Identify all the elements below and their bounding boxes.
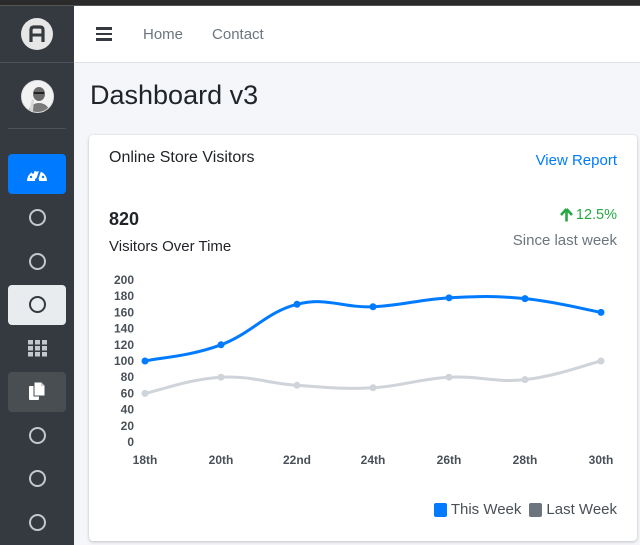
legend-label-last-week: Last Week — [546, 501, 617, 518]
sidebar-item-9[interactable] — [8, 502, 66, 542]
y-tick-label: 40 — [121, 403, 135, 417]
x-tick-label: 26th — [437, 453, 462, 467]
data-point[interactable] — [445, 373, 453, 381]
data-point[interactable] — [521, 376, 529, 384]
grid-icon — [27, 339, 47, 356]
nav-link-contact[interactable]: Contact — [212, 25, 264, 43]
circle-icon — [28, 513, 46, 531]
brand[interactable] — [0, 6, 74, 63]
visitor-total: 820 — [109, 209, 140, 229]
data-point[interactable] — [445, 294, 453, 302]
brand-logo-icon[interactable] — [21, 18, 53, 50]
sidebar-item-7[interactable] — [8, 415, 66, 455]
y-tick-label: 160 — [114, 305, 134, 319]
x-tick-label: 30th — [589, 453, 614, 467]
hamburger-icon[interactable] — [96, 27, 112, 41]
tachometer-icon — [27, 169, 47, 182]
data-point[interactable] — [521, 295, 529, 303]
y-tick-label: 140 — [114, 322, 134, 336]
y-tick-label: 200 — [114, 273, 134, 287]
view-report-link[interactable]: View Report — [535, 152, 617, 169]
circle-icon — [28, 470, 46, 487]
sidebar-item-widgets[interactable] — [8, 328, 66, 368]
sidebar-item-3[interactable] — [8, 241, 66, 281]
y-tick-label: 0 — [127, 435, 134, 449]
data-point[interactable] — [369, 384, 377, 392]
data-point[interactable] — [293, 300, 301, 308]
y-tick-label: 120 — [114, 338, 134, 352]
sidebar-item-2[interactable] — [8, 198, 66, 238]
sidebar-item-dashboard[interactable] — [8, 154, 66, 194]
data-point[interactable] — [217, 373, 225, 381]
x-tick-label: 20th — [209, 453, 234, 467]
card-title: Online Store Visitors — [109, 149, 255, 166]
sidebar-item-8[interactable] — [8, 459, 66, 499]
data-point[interactable] — [597, 308, 605, 316]
change-percent: 12.5% — [559, 207, 617, 223]
legend-this-week[interactable]: This Week — [433, 501, 522, 518]
data-point[interactable] — [141, 389, 149, 397]
visitor-total-label: Visitors Over Time — [109, 238, 232, 255]
sidebar-nav — [8, 154, 66, 545]
data-point[interactable] — [597, 357, 605, 365]
copy-icon — [28, 382, 45, 400]
sidebar-item-pages[interactable] — [8, 371, 66, 412]
data-point[interactable] — [141, 357, 149, 365]
nav-link-home[interactable]: Home — [143, 25, 184, 43]
x-tick-label: 22nd — [283, 453, 311, 467]
data-point[interactable] — [217, 341, 225, 349]
legend-swatch-this-week — [433, 502, 447, 517]
change-value: 12.5% — [575, 207, 617, 223]
data-point[interactable] — [293, 381, 301, 389]
data-point[interactable] — [369, 303, 377, 311]
circle-icon — [28, 426, 46, 444]
x-tick-label: 24th — [361, 453, 386, 467]
sidebar-item-4[interactable] — [8, 284, 66, 325]
avatar[interactable] — [20, 79, 54, 113]
chart-legend: This Week Last Week — [433, 501, 617, 518]
y-tick-label: 100 — [114, 354, 134, 368]
window-top-edge — [0, 0, 640, 6]
y-tick-label: 180 — [114, 289, 134, 303]
sidebar — [0, 6, 74, 545]
circle-icon — [28, 296, 46, 313]
circle-icon — [28, 252, 46, 270]
change-label: Since last week — [512, 232, 617, 249]
x-tick-label: 18th — [133, 453, 158, 467]
y-tick-label: 80 — [121, 370, 135, 384]
top-navbar: Home Contact — [74, 6, 640, 63]
visitors-card: Online Store Visitors View Report 820 Vi… — [89, 135, 637, 541]
y-tick-label: 60 — [121, 386, 135, 400]
user-panel — [0, 63, 74, 129]
x-tick-label: 28th — [513, 453, 538, 467]
legend-swatch-last-week — [529, 502, 543, 517]
y-tick-label: 20 — [121, 419, 135, 433]
legend-label-this-week: This Week — [450, 501, 522, 518]
page-title: Dashboard v3 — [90, 80, 259, 110]
arrow-up-icon — [559, 208, 573, 222]
circle-icon — [28, 209, 46, 226]
legend-last-week[interactable]: Last Week — [529, 501, 617, 518]
